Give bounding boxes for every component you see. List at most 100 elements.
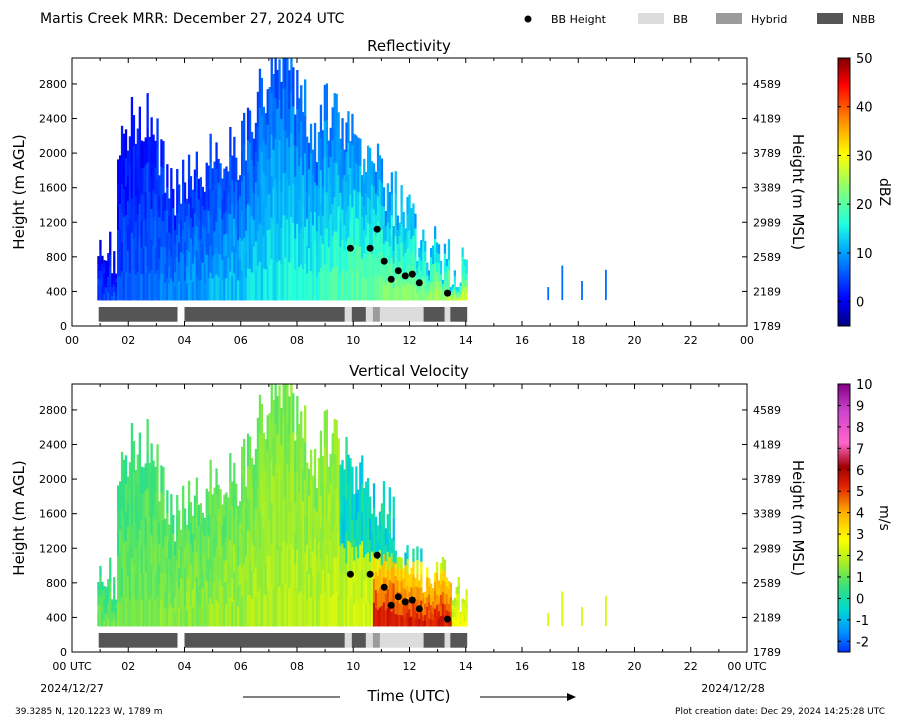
field-cell [213, 230, 216, 255]
field-cell [335, 488, 338, 524]
field-cell [341, 487, 344, 516]
field-cell [424, 597, 427, 604]
field-cell [412, 284, 415, 301]
field-cell [430, 590, 433, 599]
field-cell [353, 582, 356, 605]
field-cell [457, 601, 460, 611]
field-cell [185, 575, 189, 593]
field-cell [122, 515, 126, 544]
field-cell [390, 172, 393, 194]
field-cell [341, 178, 344, 210]
field-cell [374, 607, 378, 627]
field-cell [168, 592, 171, 610]
field-cell [120, 509, 124, 540]
field-cell [331, 465, 334, 498]
field-cell [284, 58, 287, 88]
field-cell [132, 115, 136, 147]
field-cell [339, 491, 342, 519]
field-cell [302, 268, 305, 301]
field-cell [418, 265, 421, 275]
field-cell [378, 511, 382, 532]
field-cell [107, 268, 110, 277]
field-cell [339, 464, 342, 492]
field-cell [109, 243, 112, 255]
field-cell [276, 587, 279, 627]
field-cell [150, 443, 153, 475]
bb-height-dot [408, 596, 416, 604]
field-cell [347, 511, 350, 541]
field-cell [223, 494, 226, 517]
field-cell [371, 569, 374, 589]
field-cell [140, 546, 143, 574]
field-cell [311, 575, 315, 602]
field-cell [449, 589, 452, 598]
field-cell [156, 239, 159, 271]
field-cell [432, 281, 435, 292]
field-cell [428, 594, 431, 603]
field-cell [371, 607, 374, 627]
bb-height-dot [380, 583, 388, 591]
field-cell [355, 572, 358, 600]
field-cell [235, 157, 238, 182]
field-cell [365, 577, 368, 603]
field-cell [306, 272, 309, 301]
field-cell [191, 226, 195, 246]
field-cell [124, 569, 128, 599]
field-cell [288, 396, 291, 435]
velocity-title: Vertical Velocity [349, 362, 469, 380]
field-cell [189, 196, 193, 218]
field-cell [367, 145, 370, 172]
field-cell [199, 218, 202, 240]
field-cell [158, 196, 161, 218]
field-cell [146, 162, 149, 197]
field-cell [256, 521, 260, 557]
field-cell [341, 459, 344, 488]
field-cell [371, 161, 374, 185]
field-cell [347, 454, 350, 484]
field-cell [439, 584, 443, 595]
field-cell [241, 506, 244, 537]
field-cell [142, 167, 145, 195]
field-cell [457, 293, 460, 297]
field-cell [335, 93, 338, 129]
field-cell [302, 532, 305, 564]
field-cell [254, 537, 258, 568]
field-cell [191, 552, 195, 572]
field-cell [343, 249, 346, 276]
field-cell [359, 489, 362, 518]
field-cell [400, 204, 403, 224]
field-cell [434, 287, 437, 301]
field-cell [235, 276, 238, 301]
field-cell [313, 596, 317, 627]
field-cell [382, 481, 386, 506]
field-cell [178, 549, 181, 569]
field-cell [317, 160, 321, 189]
field-cell [258, 68, 262, 108]
field-cell [380, 252, 384, 277]
field-cell [435, 261, 439, 272]
reflectivity-ylabel: Height (m AGL) [10, 134, 28, 249]
field-cell [327, 519, 330, 547]
field-cell [369, 249, 372, 276]
field-cell [308, 521, 311, 548]
field-cell [329, 271, 332, 301]
field-cell [156, 209, 159, 240]
field-cell [128, 272, 132, 301]
field-cell [243, 470, 246, 502]
x-tick-label: 02 [121, 660, 135, 673]
field-cell [156, 179, 159, 210]
field-cell [183, 280, 187, 301]
field-cell [122, 598, 126, 627]
field-cell [390, 193, 393, 216]
field-cell [333, 453, 336, 489]
field-cell [335, 128, 338, 163]
field-cell [183, 260, 187, 281]
field-cell [111, 277, 114, 283]
field-cell [248, 468, 252, 500]
field-cell [103, 273, 106, 281]
field-cell [162, 599, 165, 627]
field-cell [215, 573, 218, 601]
field-cell [170, 582, 173, 605]
field-cell [394, 235, 397, 258]
field-cell [367, 248, 370, 275]
